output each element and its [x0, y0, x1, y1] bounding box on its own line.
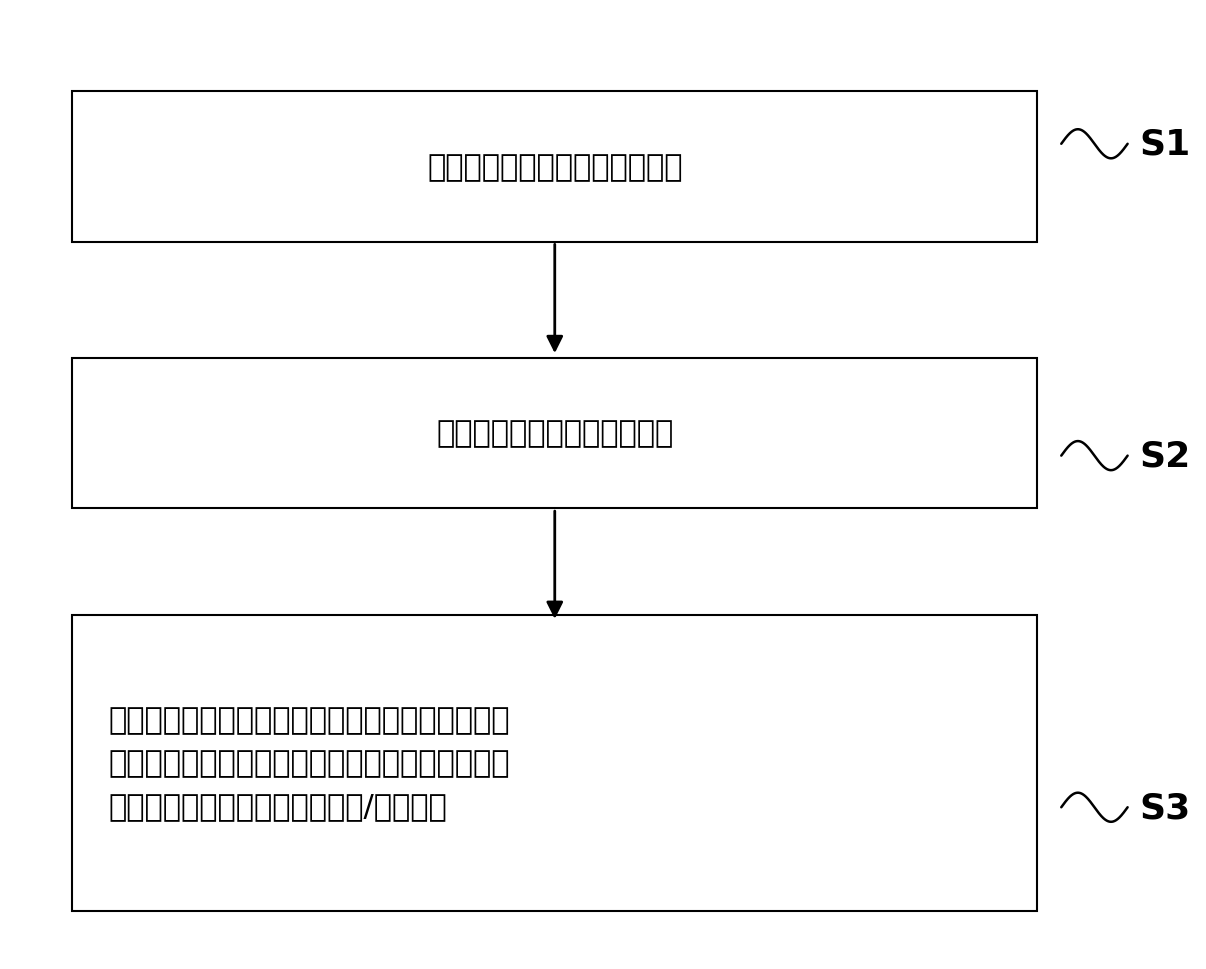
- Bar: [72, 359, 1037, 509]
- Bar: [72, 92, 1037, 242]
- Text: S2: S2: [1140, 439, 1190, 473]
- Text: S1: S1: [1140, 128, 1190, 162]
- Text: 检测空调系统的风机的运行参数: 检测空调系统的风机的运行参数: [427, 153, 683, 181]
- Bar: [72, 615, 1037, 911]
- Text: S3: S3: [1140, 791, 1190, 825]
- Text: 根据功率得出风阻系数，以通过风阻系数调整风机
的转速，以使从风机吹出的风量始终为预设出风量
；其中，运行参数包括电流值和/或电压值: 根据功率得出风阻系数，以通过风阻系数调整风机 的转速，以使从风机吹出的风量始终为…: [109, 705, 510, 821]
- Text: 根据运行参数获取风机的功率: 根据运行参数获取风机的功率: [437, 420, 673, 448]
